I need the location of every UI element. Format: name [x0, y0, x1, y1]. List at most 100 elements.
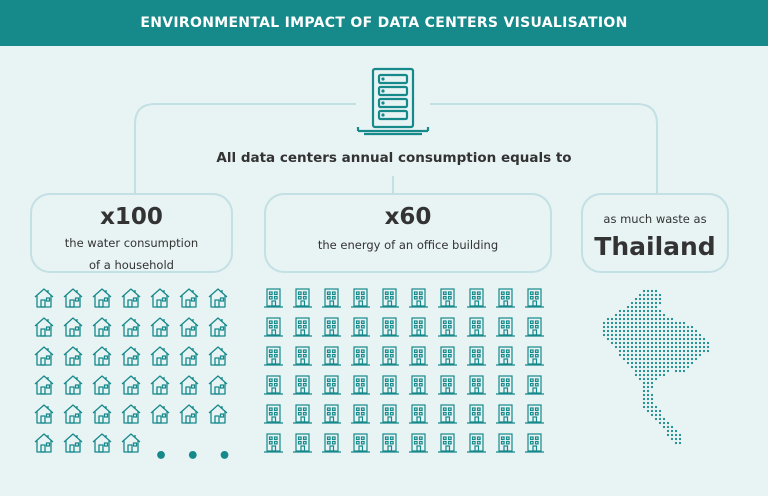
office-building-icon: [524, 404, 545, 424]
office-building-icon: [466, 404, 487, 424]
office-building-icon: [408, 346, 429, 366]
house-icon: [92, 346, 112, 366]
house-icon: [34, 317, 54, 337]
office-building-icon: [264, 375, 284, 395]
house-icon: [121, 404, 141, 424]
office-building-icon: [408, 375, 429, 395]
office-building-icon: [408, 317, 429, 337]
office-building-icon: [321, 288, 342, 308]
office-building-icon: [495, 317, 516, 337]
office-building-icon: [264, 288, 284, 308]
house-icon: [150, 375, 170, 395]
waste-prefix: as much waste as: [603, 212, 707, 226]
office-building-icon: [379, 433, 400, 453]
house-icon: [92, 404, 112, 424]
office-building-icon: [524, 288, 545, 308]
office-building-icon: [321, 404, 342, 424]
office-building-icon: [437, 404, 458, 424]
office-building-icon: [437, 317, 458, 337]
office-building-icon: [321, 346, 342, 366]
office-building-icon: [466, 317, 487, 337]
office-building-icon: [495, 375, 516, 395]
house-icon: [179, 288, 199, 308]
house-icon: [92, 433, 112, 453]
office-building-icon: [350, 317, 371, 337]
house-icon-grid: [34, 288, 228, 453]
office-building-icon: [524, 317, 545, 337]
house-icon: [63, 433, 83, 453]
house-icon: [34, 288, 54, 308]
house-icon: [208, 404, 228, 424]
office-building-icon: [524, 375, 545, 395]
office-building-icon-grid: [264, 288, 545, 453]
office-building-icon: [321, 375, 342, 395]
house-icon: [34, 375, 54, 395]
house-icon: [92, 288, 112, 308]
house-icon: [121, 433, 141, 453]
house-icon: [121, 288, 141, 308]
house-icon: [150, 404, 170, 424]
waste-card: as much waste as Thailand: [581, 193, 729, 273]
house-icon: [34, 433, 54, 453]
office-building-icon: [292, 433, 313, 453]
office-building-icon: [408, 288, 429, 308]
office-building-icon: [379, 288, 400, 308]
house-icon: [208, 375, 228, 395]
house-icon: [150, 346, 170, 366]
office-building-icon: [350, 433, 371, 453]
office-building-icon: [379, 317, 400, 337]
office-building-icon: [292, 288, 313, 308]
house-icon: [92, 375, 112, 395]
office-building-icon: [466, 288, 487, 308]
energy-description: the energy of an office building: [317, 238, 499, 252]
server-rack-icon: [356, 67, 430, 136]
office-building-icon: [495, 288, 516, 308]
water-card: x100 the water consumption of a househol…: [30, 193, 233, 273]
office-building-icon: [495, 404, 516, 424]
house-icon: [121, 346, 141, 366]
house-icon: [208, 346, 228, 366]
energy-card: x60 the energy of an office building: [264, 193, 552, 273]
page-title: ENVIRONMENTAL IMPACT OF DATA CENTERS VIS…: [140, 15, 628, 31]
office-building-icon: [466, 433, 487, 453]
house-icon: [63, 317, 83, 337]
house-icon: [34, 346, 54, 366]
office-building-icon: [350, 288, 371, 308]
house-icon: [208, 317, 228, 337]
office-building-icon: [379, 375, 400, 395]
office-building-icon: [466, 375, 487, 395]
office-building-icon: [524, 433, 545, 453]
office-building-icon: [379, 346, 400, 366]
office-building-icon: [292, 346, 313, 366]
office-building-icon: [350, 346, 371, 366]
office-building-icon: [495, 433, 516, 453]
office-building-icon: [292, 317, 313, 337]
house-icon: [150, 317, 170, 337]
office-building-icon: [524, 346, 545, 366]
house-icon: [121, 375, 141, 395]
house-icon: [179, 375, 199, 395]
house-icon: [150, 288, 170, 308]
house-icon: [208, 288, 228, 308]
office-building-icon: [437, 346, 458, 366]
water-description-line1: the water consumption: [64, 236, 199, 250]
water-description-line2: of a household: [89, 258, 174, 272]
office-building-icon: [437, 375, 458, 395]
office-building-icon: [321, 433, 342, 453]
energy-multiplier: x60: [384, 204, 432, 230]
office-building-icon: [379, 404, 400, 424]
office-building-icon: [264, 317, 284, 337]
office-building-icon: [292, 375, 313, 395]
office-building-icon: [437, 288, 458, 308]
house-icon: [63, 346, 83, 366]
house-icon: [179, 404, 199, 424]
header-banner: ENVIRONMENTAL IMPACT OF DATA CENTERS VIS…: [0, 0, 768, 46]
house-icon: [63, 404, 83, 424]
office-building-icon: [437, 433, 458, 453]
more-indicator: • • •: [154, 444, 237, 469]
office-building-icon: [321, 317, 342, 337]
office-building-icon: [350, 375, 371, 395]
house-icon: [179, 346, 199, 366]
office-building-icon: [350, 404, 371, 424]
